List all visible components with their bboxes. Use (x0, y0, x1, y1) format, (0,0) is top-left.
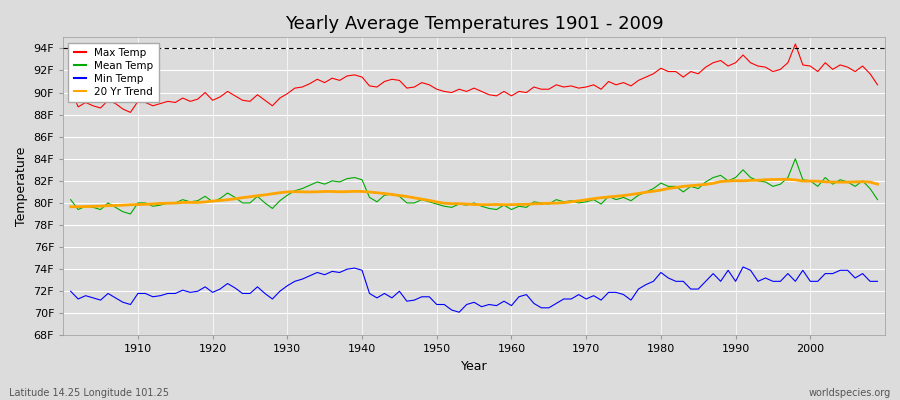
Title: Yearly Average Temperatures 1901 - 2009: Yearly Average Temperatures 1901 - 2009 (284, 15, 663, 33)
Text: worldspecies.org: worldspecies.org (809, 388, 891, 398)
Legend: Max Temp, Mean Temp, Min Temp, 20 Yr Trend: Max Temp, Mean Temp, Min Temp, 20 Yr Tre… (68, 42, 158, 102)
Text: Latitude 14.25 Longitude 101.25: Latitude 14.25 Longitude 101.25 (9, 388, 169, 398)
Y-axis label: Temperature: Temperature (15, 147, 28, 226)
X-axis label: Year: Year (461, 360, 488, 373)
